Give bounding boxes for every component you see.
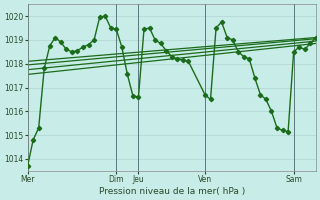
X-axis label: Pression niveau de la mer( hPa ): Pression niveau de la mer( hPa ) — [99, 187, 245, 196]
